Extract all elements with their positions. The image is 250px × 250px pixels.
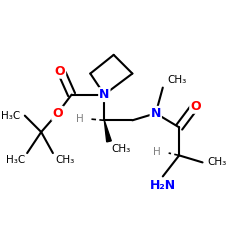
Text: O: O <box>190 100 201 113</box>
Text: CH₃: CH₃ <box>168 75 187 85</box>
Text: CH₃: CH₃ <box>207 158 227 168</box>
Text: O: O <box>54 65 65 78</box>
Text: H₂N: H₂N <box>150 179 176 192</box>
Text: CH₃: CH₃ <box>55 156 74 166</box>
Text: H₃C: H₃C <box>1 111 20 121</box>
Text: N: N <box>99 88 110 101</box>
Text: CH₃: CH₃ <box>111 144 130 154</box>
Text: H₃C: H₃C <box>6 156 25 166</box>
Text: H: H <box>76 114 83 124</box>
Text: O: O <box>52 107 63 120</box>
Polygon shape <box>104 120 111 142</box>
Text: N: N <box>150 107 161 120</box>
Text: H: H <box>153 147 160 157</box>
